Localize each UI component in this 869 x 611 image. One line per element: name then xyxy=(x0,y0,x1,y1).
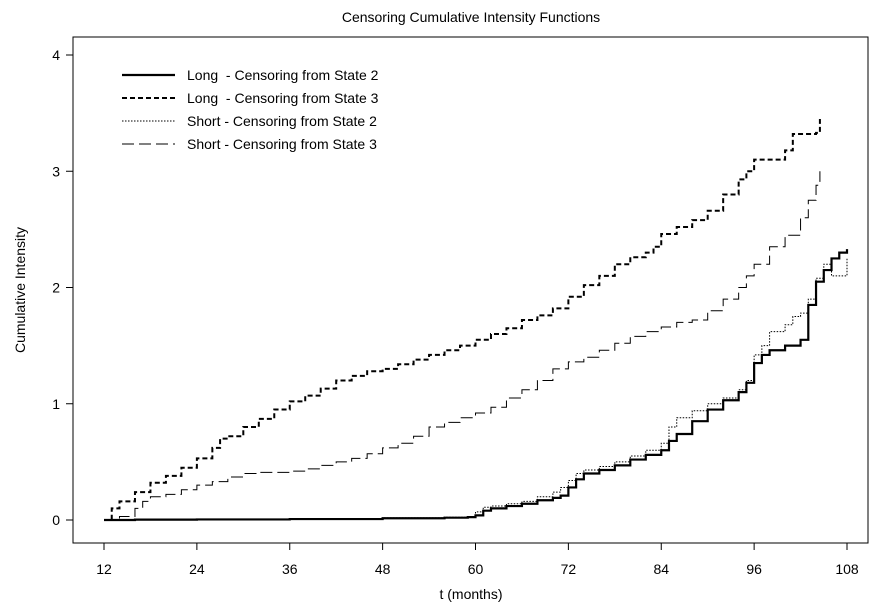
x-tick-label: 48 xyxy=(375,561,391,577)
x-tick-label: 36 xyxy=(282,561,298,577)
x-tick-label: 96 xyxy=(746,561,762,577)
legend: Long - Censoring from State 2 Long - Cens… xyxy=(122,67,379,152)
y-tick-label: 4 xyxy=(52,47,60,63)
x-tick-label: 72 xyxy=(561,561,577,577)
y-axis-label: Cumulative Intensity xyxy=(12,227,28,353)
y-tick-label: 0 xyxy=(52,512,60,528)
x-tick-label: 108 xyxy=(835,561,859,577)
x-tick-label: 60 xyxy=(468,561,484,577)
series-line-4 xyxy=(104,171,821,521)
x-tick-label: 24 xyxy=(189,561,205,577)
x-axis: 12 24 36 48 60 72 84 96 108 xyxy=(96,542,859,577)
series-line-2 xyxy=(104,118,821,521)
chart-title: Censoring Cumulative Intensity Functions xyxy=(342,9,600,25)
series-line-3 xyxy=(104,258,848,521)
y-tick-label: 1 xyxy=(52,396,60,412)
x-axis-label: t (months) xyxy=(439,586,502,602)
y-tick-label: 2 xyxy=(52,280,60,296)
x-tick-label: 12 xyxy=(96,561,112,577)
y-tick-label: 3 xyxy=(52,163,60,179)
series-line-1 xyxy=(104,249,849,522)
legend-label-2: Long - Censoring from State 3 xyxy=(187,90,379,106)
legend-label-3: Short - Censoring from State 2 xyxy=(187,113,377,129)
x-tick-label: 84 xyxy=(653,561,669,577)
y-axis: 0 1 2 3 4 xyxy=(52,47,74,528)
legend-label-4: Short - Censoring from State 3 xyxy=(187,136,377,152)
series-layer xyxy=(104,118,849,522)
legend-label-1: Long - Censoring from State 2 xyxy=(187,67,379,83)
